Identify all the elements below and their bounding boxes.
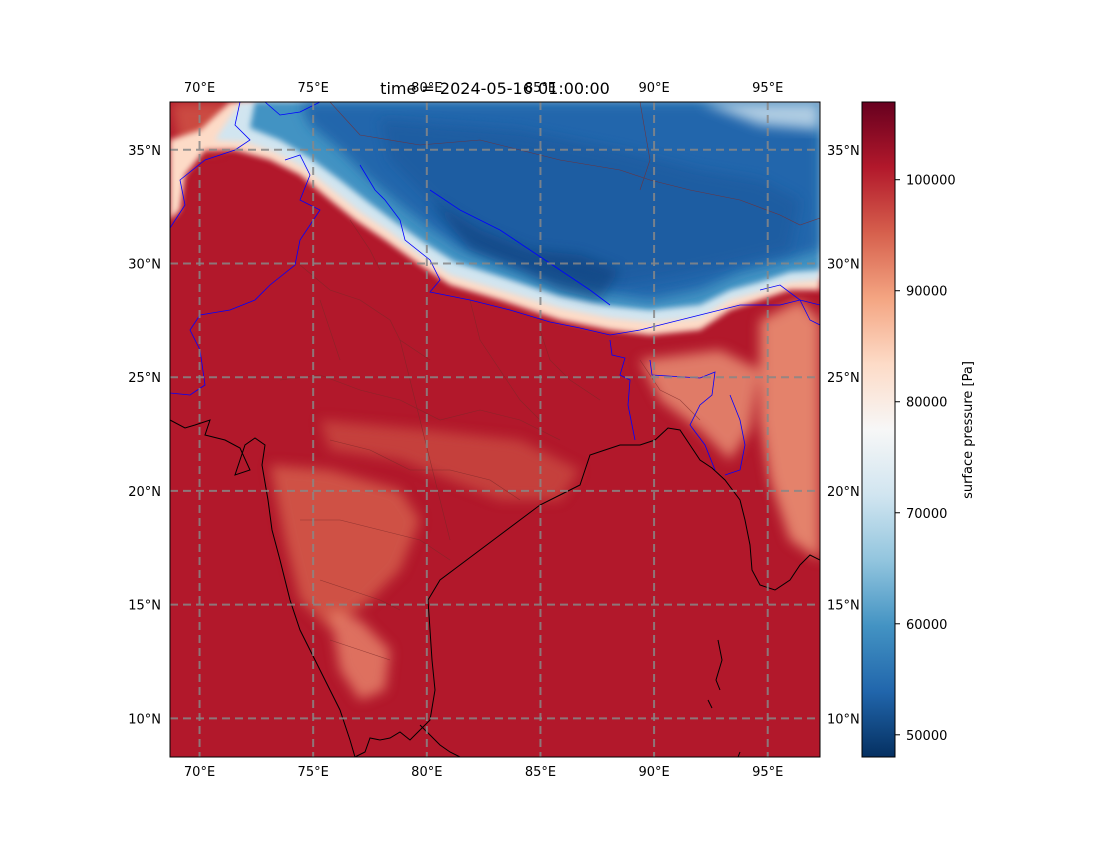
lat-tick-label-right: 20°N [827,485,860,500]
lon-tick-label-top: 75°E [298,81,329,96]
colorbar: 50000 60000 70000 80000 90000 100000 surface … [861,101,976,758]
lat-tick-label-left: 25°N [128,371,161,386]
outer-borders [329,102,820,226]
lat-tick-label-left: 15°N [128,599,161,614]
colorbar-tick-label: 60000 [906,618,947,633]
lon-tick-label-bottom: 90°E [638,765,669,780]
colorbar-tick-label: 100000 [906,174,956,189]
map-frame [169,101,821,758]
lat-tick-label-right: 35°N [827,144,860,159]
lon-tick-label-bottom: 85°E [525,765,556,780]
lat-tick-label-right: 10°N [827,712,860,727]
lon-tick-label-top: 90°E [638,81,669,96]
lat-tick-label-left: 35°N [128,144,161,159]
lat-tick-label-left: 20°N [128,485,161,500]
lat-tick-label-left: 10°N [128,712,161,727]
lon-tick-label-top: 80°E [411,81,442,96]
tibetan-plateau-shading [170,102,820,335]
lat-tick-label-right: 25°N [827,371,860,386]
colorbar-tick-label: 90000 [906,285,947,300]
colorbar-tick-label: 50000 [906,729,947,744]
colorbar-tick-label: 80000 [906,396,947,411]
lat-tick-label-right: 30°N [827,257,860,272]
country-borders [170,102,820,476]
lon-tick-label-bottom: 75°E [298,765,329,780]
colorbar-bar [861,101,896,758]
lon-tick-label-top: 85°E [525,81,556,96]
lat-tick-label-left: 30°N [128,257,161,272]
lon-tick-label-top: 95°E [752,81,783,96]
lat-labels-left: 10°N 15°N 20°N 25°N 30°N 35°N [128,144,161,728]
plot-title: time = 2024-05-16 01:00:00 [380,79,610,98]
lon-labels-bottom: 70°E 75°E 80°E 85°E 90°E 95°E [184,765,783,780]
lon-tick-label-bottom: 70°E [184,765,215,780]
lat-tick-label-right: 15°N [827,599,860,614]
lon-labels-top: 70°E 75°E 80°E 85°E 90°E 95°E [184,81,783,96]
map-panel [170,102,820,757]
lon-tick-label-top: 70°E [184,81,215,96]
lon-tick-label-bottom: 95°E [752,765,783,780]
gridlines [170,102,820,757]
lat-labels-right: 10°N 15°N 20°N 25°N 30°N 35°N [827,144,860,728]
colorbar-label: surface pressure [Pa] [961,361,976,499]
colorbar-ticks: 50000 60000 70000 80000 90000 100000 [895,174,956,744]
colorbar-tick-label: 70000 [906,507,947,522]
lon-tick-label-bottom: 80°E [411,765,442,780]
